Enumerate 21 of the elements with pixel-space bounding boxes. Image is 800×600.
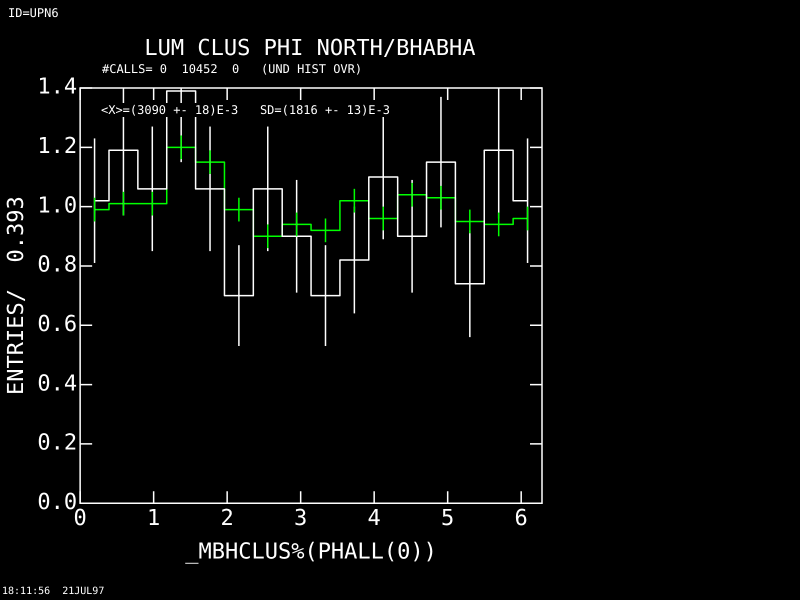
x-tick-label: 6 bbox=[514, 506, 528, 532]
annotation: <X>=(3090 +- 18)E-3 SD=(1816 +- 13)E-3 bbox=[101, 103, 390, 117]
x-tick-label: 5 bbox=[441, 506, 454, 532]
x-axis-title: _MBHCLUS%(PHALL(0)) bbox=[185, 540, 437, 565]
text: 18:11:56 21JUL97 bbox=[2, 586, 104, 597]
y-axis-title: ENTRIES/ 0.393 bbox=[4, 196, 29, 395]
y-tick-label: 0.6 bbox=[37, 312, 78, 337]
x-tick-label: 4 bbox=[368, 506, 381, 532]
y-tick-label: 1.0 bbox=[37, 193, 78, 218]
x-tick-label: 1 bbox=[147, 506, 160, 532]
x-tick-label: 0 bbox=[74, 506, 87, 532]
y-tick-label: 0.2 bbox=[37, 430, 78, 456]
chart-subtitle: #CALLS= 0 10452 0 (UND HIST OVR) bbox=[102, 62, 362, 76]
y-tick-label: 1.2 bbox=[37, 134, 78, 160]
y-tick-label: 0.8 bbox=[37, 252, 78, 278]
y-tick-label: 1.4 bbox=[37, 74, 78, 100]
text: ID=UPN6 bbox=[8, 6, 59, 20]
chart-title: LUM CLUS PHI NORTH/BHABHA bbox=[143, 36, 477, 61]
x-tick-label: 3 bbox=[294, 506, 308, 532]
y-tick-label: 0.4 bbox=[37, 371, 78, 396]
x-tick-label: 2 bbox=[220, 506, 234, 532]
